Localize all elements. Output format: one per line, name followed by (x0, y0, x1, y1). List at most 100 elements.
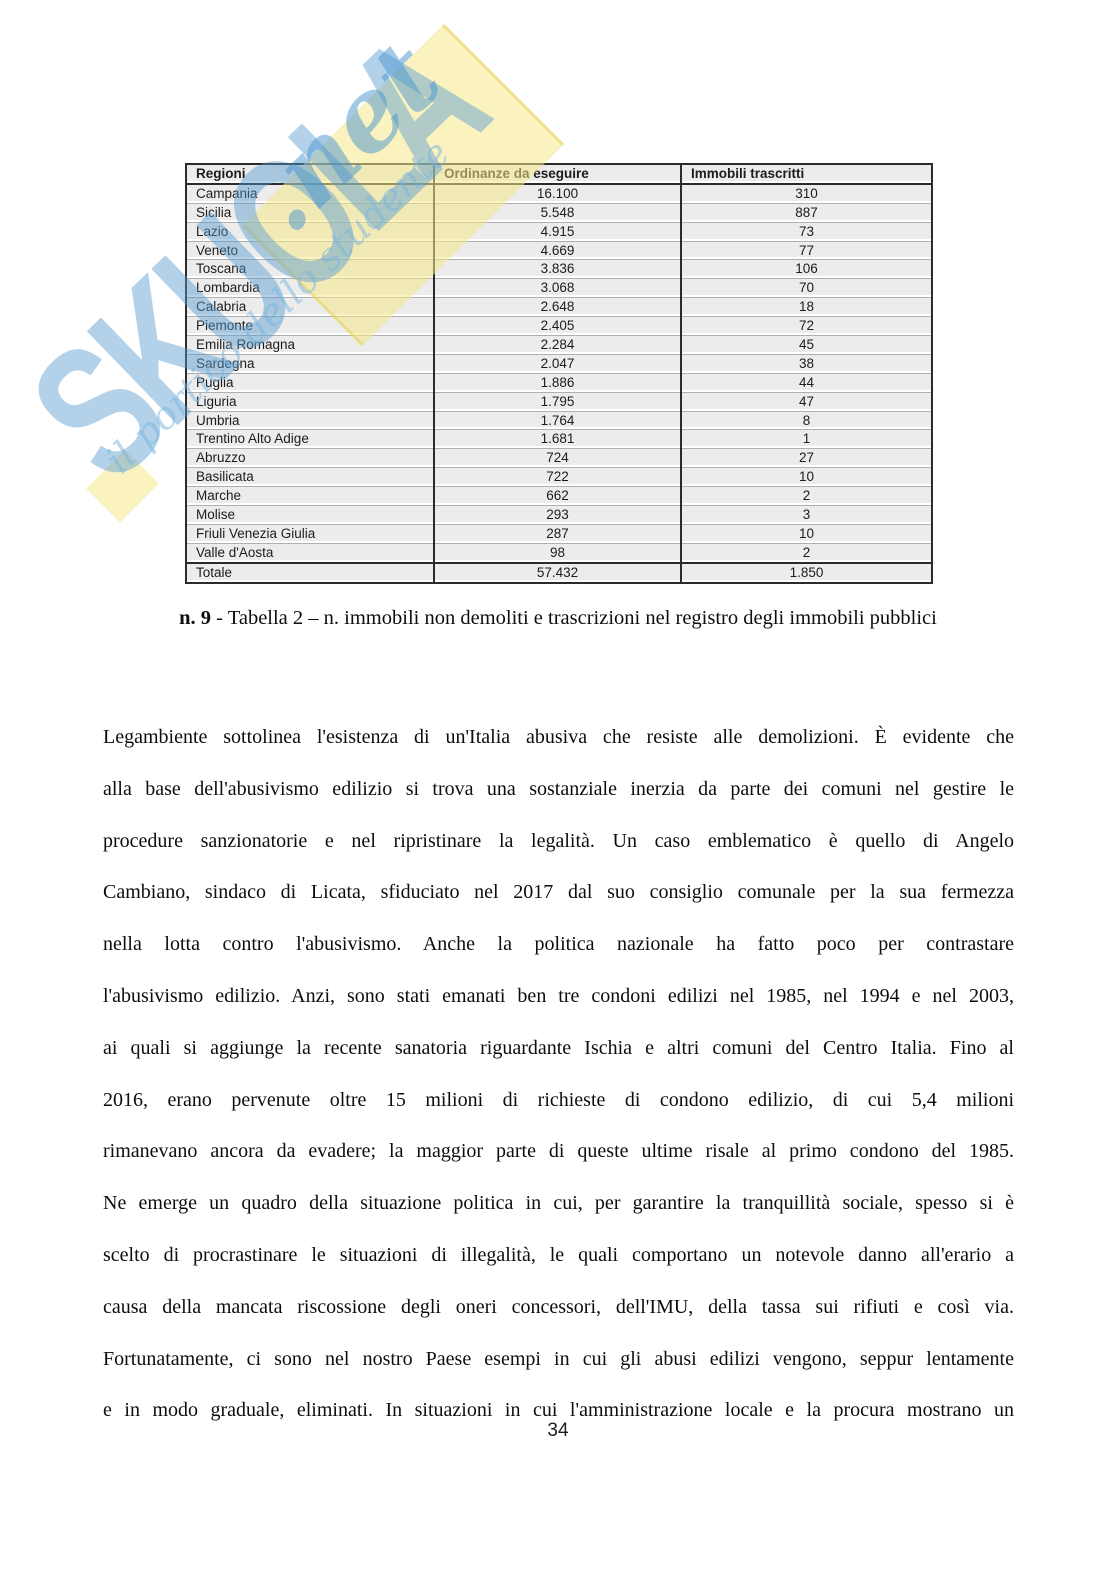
region-cell: Abruzzo (186, 448, 434, 469)
immobili-cell: 106 (680, 259, 932, 280)
ordinanze-cell: 1.886 (433, 373, 681, 393)
text-line: 2016, erano pervenute oltre 15 milioni d… (103, 1088, 1014, 1111)
region-cell: Veneto (186, 241, 434, 261)
table-caption: n. 9 - Tabella 2 – n. immobili non demol… (0, 603, 1116, 633)
immobili-cell: 887 (680, 203, 932, 223)
immobili-cell: 10 (680, 467, 932, 488)
immobili-cell: 38 (680, 354, 932, 374)
ordinanze-cell: 5.548 (433, 203, 681, 223)
ordinanze-cell: 1.795 (433, 392, 681, 412)
region-cell: Trentino Alto Adige (186, 429, 434, 450)
immobili-cell: 10 (680, 524, 932, 544)
region-cell: Umbria (186, 411, 434, 431)
ordinanze-cell: 1.764 (433, 411, 681, 431)
table-row: Trentino Alto Adige 1.681 1 (186, 429, 932, 450)
ordinanze-cell: 1.681 (433, 429, 681, 450)
text-line: Ne emerge un quadro della situazione pol… (103, 1192, 1014, 1215)
table-row: Sardegna 2.047 38 (186, 354, 932, 374)
table-row: Puglia 1.886 44 (186, 373, 932, 393)
ordinanze-cell: 2.405 (433, 316, 681, 337)
ordinanze-cell: 4.915 (433, 222, 681, 242)
immobili-cell: 45 (680, 335, 932, 355)
caption-number: n. 9 (179, 607, 212, 629)
caption-text: - Tabella 2 – n. immobili non demoliti e… (211, 607, 937, 629)
regions-table: Regioni Ordinanze da eseguire Immobili t… (185, 163, 933, 584)
immobili-cell: 70 (680, 278, 932, 299)
immobili-cell: 3 (680, 505, 932, 525)
table-row: Molise 293 3 (186, 505, 932, 525)
ordinanze-cell: 293 (433, 505, 681, 525)
total-immobili-cell: 1.850 (680, 561, 932, 584)
table-row: Veneto 4.669 77 (186, 241, 932, 261)
text-line: l'abusivismo edilizio. Anzi, sono stati … (103, 984, 1014, 1007)
region-cell: Campania (186, 183, 434, 204)
table-row: Umbria 1.764 8 (186, 411, 932, 431)
immobili-cell: 47 (680, 392, 932, 412)
ordinanze-cell: 98 (433, 543, 681, 564)
table-row: Emilia Romagna 2.284 45 (186, 335, 932, 355)
immobili-cell: 72 (680, 316, 932, 337)
ordinanze-cell: 662 (433, 486, 681, 507)
text-line: nella lotta contro l'abusivismo. Anche l… (103, 933, 1014, 956)
total-label-cell: Totale (186, 561, 434, 584)
table-row: Valle d'Aosta 98 2 (186, 543, 932, 564)
table-row: Friuli Venezia Giulia 287 10 (186, 524, 932, 544)
ordinanze-cell: 2.648 (433, 297, 681, 318)
body-text: Legambiente sottolinea l'esistenza di un… (103, 712, 1014, 1437)
text-line: Fortunatamente, ci sono nel nostro Paese… (103, 1347, 1014, 1370)
table-row: Campania 16.100 310 (186, 183, 932, 204)
region-cell: Marche (186, 486, 434, 507)
immobili-cell: 18 (680, 297, 932, 318)
watermark-yellow-shape-small (86, 449, 159, 523)
ordinanze-cell: 722 (433, 467, 681, 488)
region-cell: Liguria (186, 392, 434, 412)
ordinanze-cell: 3.836 (433, 259, 681, 280)
region-cell: Valle d'Aosta (186, 543, 434, 564)
text-line: Cambiano, sindaco di Licata, sfiduciato … (103, 881, 1014, 904)
immobili-cell: 310 (680, 183, 932, 204)
table-header-row: Regioni Ordinanze da eseguire Immobili t… (186, 164, 932, 185)
ordinanze-cell: 16.100 (433, 183, 681, 204)
ordinanze-cell: 724 (433, 448, 681, 469)
region-cell: Friuli Venezia Giulia (186, 524, 434, 544)
table-row: Toscana 3.836 106 (186, 259, 932, 280)
immobili-cell: 73 (680, 222, 932, 242)
region-cell: Basilicata (186, 467, 434, 488)
table-row: Lombardia 3.068 70 (186, 278, 932, 299)
table-row: Basilicata 722 10 (186, 467, 932, 488)
region-cell: Emilia Romagna (186, 335, 434, 355)
immobili-cell: 8 (680, 411, 932, 431)
ordinanze-cell: 4.669 (433, 241, 681, 261)
immobili-cell: 44 (680, 373, 932, 393)
text-line: ai quali si aggiunge la recente sanatori… (103, 1036, 1014, 1059)
region-cell: Molise (186, 505, 434, 525)
table-total-row: Totale 57.432 1.850 (186, 561, 932, 584)
table-row: Piemonte 2.405 72 (186, 316, 932, 337)
immobili-cell: 2 (680, 543, 932, 564)
region-cell: Calabria (186, 297, 434, 318)
ordinanze-cell: 287 (433, 524, 681, 544)
immobili-cell: 1 (680, 429, 932, 450)
region-cell: Puglia (186, 373, 434, 393)
table-row: Calabria 2.648 18 (186, 297, 932, 318)
header-immobili: Immobili trascritti (680, 164, 932, 185)
text-line: Legambiente sottolinea l'esistenza di un… (103, 726, 1014, 748)
text-line: causa della mancata riscossione degli on… (103, 1295, 1014, 1318)
text-line: rimanevano ancora da evadere; la maggior… (103, 1140, 1014, 1163)
region-cell: Sardegna (186, 354, 434, 374)
text-line: e in modo graduale, eliminati. In situaz… (103, 1399, 1014, 1422)
region-cell: Lombardia (186, 278, 434, 299)
ordinanze-cell: 3.068 (433, 278, 681, 299)
text-line: procedure sanzionatorie e nel ripristina… (103, 829, 1014, 852)
ordinanze-cell: 2.047 (433, 354, 681, 374)
region-cell: Piemonte (186, 316, 434, 337)
text-line: alla base dell'abusivismo edilizio si tr… (103, 777, 1014, 800)
header-regioni: Regioni (186, 164, 434, 185)
ordinanze-cell: 2.284 (433, 335, 681, 355)
region-cell: Toscana (186, 259, 434, 280)
table-row: Marche 662 2 (186, 486, 932, 507)
region-cell: Sicilia (186, 203, 434, 223)
page-number: 34 (547, 1420, 569, 1441)
region-cell: Lazio (186, 222, 434, 242)
